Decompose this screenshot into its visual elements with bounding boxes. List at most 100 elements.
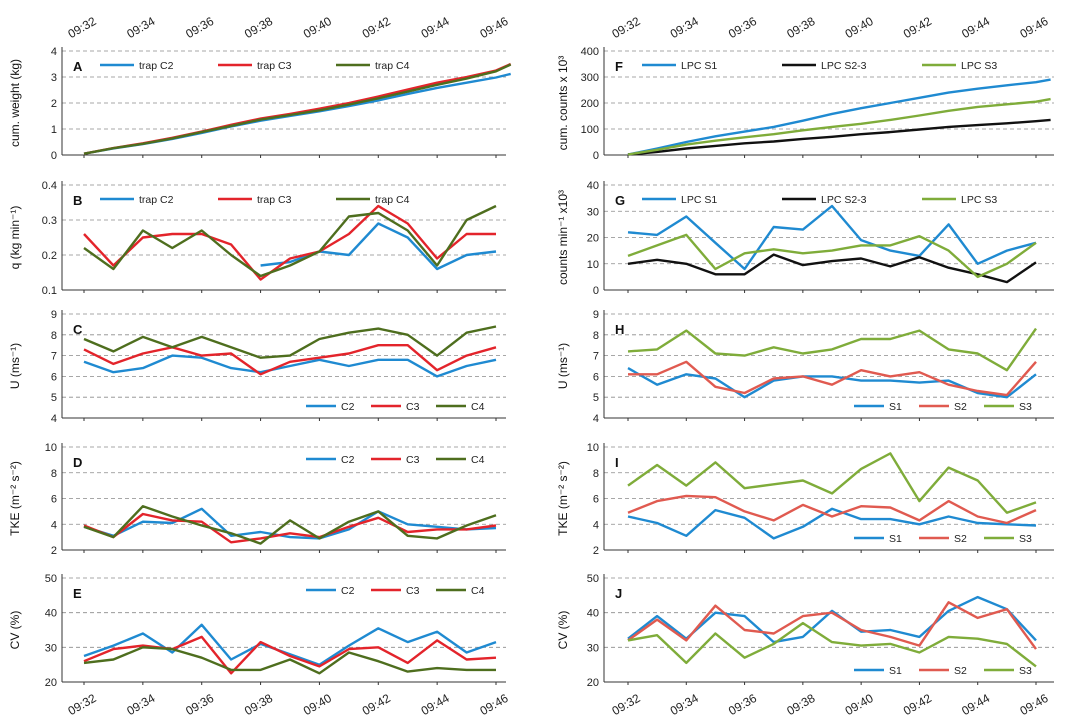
y-tick-label-h: 7: [593, 351, 599, 363]
legend-label-f-3: LPC S3: [961, 60, 997, 72]
x-tick-label-bottom-j: 09:46: [1017, 691, 1050, 718]
y-tick-label-j: 30: [587, 642, 599, 654]
panel-letter-b: B: [73, 193, 82, 208]
y-tick-label-d: 6: [51, 494, 57, 506]
y-tick-label-h: 6: [593, 371, 599, 383]
legend-label-b-2: trap C3: [257, 194, 292, 206]
series-line-f-2: [627, 118, 1051, 156]
y-tick-label-i: 4: [593, 519, 599, 531]
y-tick-label-d: 2: [51, 545, 57, 557]
legend-label-g-1: LPC S1: [681, 194, 717, 206]
panel-letter-e: E: [73, 586, 82, 601]
series-line-i-1: [627, 507, 1037, 540]
y-tick-label-b: 0.3: [42, 215, 57, 227]
x-tick-label-bottom-e: 09:32: [65, 691, 98, 718]
x-tick-label-top-a: 09:44: [419, 14, 452, 41]
y-tick-label-h: 9: [593, 309, 599, 321]
panel-letter-a: A: [73, 59, 83, 74]
series-line-f-3: [627, 97, 1051, 156]
legend-label-h-2: S2: [954, 401, 967, 413]
legend-label-f-1: LPC S1: [681, 60, 717, 72]
y-tick-label-i: 6: [593, 494, 599, 506]
y-tick-label-a: 0: [51, 150, 57, 162]
y-tick-label-g: 30: [587, 206, 599, 218]
x-tick-label-bottom-j: 09:40: [843, 691, 876, 718]
legend-label-j-1: S1: [889, 665, 902, 677]
series-line-h-3: [627, 327, 1037, 372]
y-tick-label-a: 3: [51, 72, 57, 84]
y-tick-label-e: 20: [45, 677, 57, 689]
y-tick-label-b: 0.1: [42, 285, 57, 297]
series-line-e-3: [83, 646, 496, 675]
legend-label-j-3: S3: [1019, 665, 1032, 677]
y-tick-label-f: 200: [581, 98, 599, 110]
x-tick-label-top-f: 09:44: [959, 14, 992, 41]
series-line-h-2: [628, 360, 1037, 397]
y-axis-label-j: CV (%): [556, 611, 570, 650]
x-tick-label-bottom-j: 09:44: [959, 691, 992, 718]
y-axis-label-h: U (ms⁻¹): [556, 343, 570, 389]
y-tick-label-d: 8: [51, 468, 57, 480]
legend-label-e-2: C3: [406, 585, 420, 597]
x-tick-label-top-f: 09:42: [901, 14, 934, 41]
panel-letter-h: H: [615, 322, 624, 337]
y-tick-label-c: 6: [51, 371, 57, 383]
legend-label-c-3: C4: [471, 401, 485, 413]
y-tick-label-h: 5: [593, 392, 599, 404]
y-tick-label-d: 4: [51, 519, 57, 531]
series-line-b-2: [83, 204, 496, 281]
y-tick-label-g: 40: [587, 180, 599, 192]
y-tick-label-g: 10: [587, 259, 599, 271]
series-line-i-3: [627, 452, 1037, 514]
y-tick-label-j: 20: [587, 677, 599, 689]
series-line-c-3: [83, 325, 497, 359]
x-tick-label-top-f: 09:40: [843, 14, 876, 41]
legend-label-e-1: C2: [341, 585, 355, 597]
x-tick-label-bottom-e: 09:44: [419, 691, 452, 718]
x-tick-label-bottom-j: 09:32: [609, 691, 642, 718]
legend-label-i-3: S3: [1019, 533, 1032, 545]
y-tick-label-c: 9: [51, 309, 57, 321]
panel-letter-g: G: [615, 193, 625, 208]
legend-label-d-3: C4: [471, 454, 485, 466]
x-tick-label-top-a: 09:46: [477, 14, 510, 41]
legend-label-b-3: trap C4: [375, 194, 410, 206]
y-tick-label-j: 40: [587, 608, 599, 620]
x-tick-label-top-f: 09:34: [668, 14, 701, 41]
series-line-d-3: [83, 505, 497, 545]
legend-label-i-1: S1: [889, 533, 902, 545]
panel-letter-c: C: [73, 322, 83, 337]
legend-label-h-1: S1: [889, 401, 902, 413]
series-line-f-1: [627, 78, 1051, 156]
x-tick-label-top-a: 09:38: [242, 14, 275, 41]
x-tick-label-bottom-e: 09:34: [124, 691, 157, 718]
y-axis-label-d: TKE (m⁻² s⁻²): [8, 461, 22, 536]
legend-label-g-2: LPC S2-3: [821, 194, 867, 206]
y-axis-label-b: q (kg min⁻¹): [8, 206, 22, 270]
y-axis-label-a: cum. weight (kg): [8, 59, 22, 147]
legend-label-d-2: C3: [406, 454, 420, 466]
x-tick-label-top-a: 09:34: [124, 14, 157, 41]
y-tick-label-d: 10: [45, 442, 57, 454]
y-axis-label-g: counts min⁻¹ x10³: [556, 190, 570, 285]
x-tick-label-bottom-j: 09:36: [726, 691, 759, 718]
x-tick-label-bottom-j: 09:42: [901, 691, 934, 718]
series-line-i-2: [627, 494, 1037, 525]
series-line-g-1: [627, 204, 1037, 271]
series-line-a-2: [83, 62, 512, 155]
series-line-b-1: [260, 222, 497, 271]
series-line-d-2: [83, 512, 497, 544]
y-tick-label-g: 0: [593, 285, 599, 297]
y-tick-label-f: 400: [581, 46, 599, 58]
y-tick-label-b: 0.4: [42, 180, 57, 192]
y-axis-label-c: U (ms⁻¹): [8, 343, 22, 389]
series-line-c-2: [83, 344, 497, 376]
legend-label-g-3: LPC S3: [961, 194, 997, 206]
x-tick-label-bottom-e: 09:46: [477, 691, 510, 718]
y-axis-label-e: CV (%): [8, 611, 22, 650]
x-tick-label-top-f: 09:38: [784, 14, 817, 41]
legend-label-b-1: trap C2: [139, 194, 174, 206]
y-tick-label-c: 8: [51, 330, 57, 342]
x-tick-label-top-a: 09:40: [301, 14, 334, 41]
